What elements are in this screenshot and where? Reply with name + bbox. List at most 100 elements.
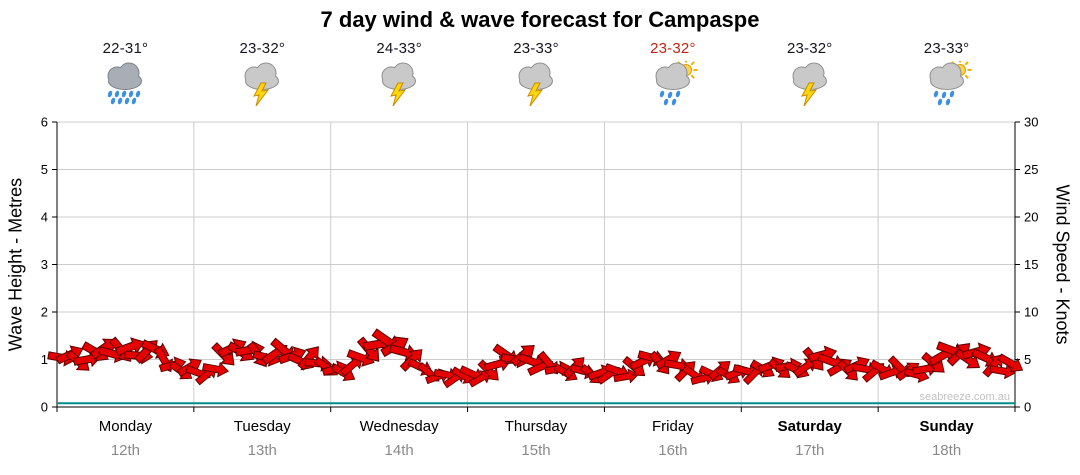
raindrop-icon (671, 98, 677, 106)
heavy-rain-icon (107, 62, 143, 105)
sun-shower-icon (655, 58, 698, 106)
right-tick-label: 10 (1024, 305, 1038, 320)
storm-icon (518, 62, 553, 107)
raindrop-icon (118, 97, 123, 105)
day-column-thursday: 23-33° (468, 40, 605, 122)
cloud-fill (382, 63, 416, 89)
left-tick-label: 2 (41, 305, 48, 320)
day-date-label: 16th (658, 442, 687, 459)
cloud-shape (383, 73, 416, 89)
weather-icon-slot (509, 61, 563, 112)
day-date-label: 13th (248, 442, 277, 459)
raindrop-icon (945, 98, 950, 106)
raindrop-icon (937, 98, 942, 106)
day-temp: 22-31° (102, 40, 149, 57)
day-column-saturday: 23-32° (741, 40, 878, 122)
day-date-label: 17th (795, 442, 824, 459)
cloud-fill (930, 63, 963, 89)
sun-shower-icon (929, 58, 972, 106)
wind-arrow (297, 346, 319, 371)
weather-icon-slot (783, 61, 837, 112)
raindrop-icon (115, 90, 120, 98)
raindrop-icon (675, 90, 681, 98)
cloud-fill (656, 63, 689, 89)
weather-icon-slot (372, 61, 426, 112)
raindrop-icon (659, 90, 665, 98)
left-tick-label: 0 (41, 400, 48, 415)
left-tick-label: 3 (41, 257, 48, 272)
right-tick-label: 5 (1024, 352, 1031, 367)
day-date-label: 15th (521, 442, 550, 459)
wind-arrow (114, 337, 145, 357)
day-column-friday: 23-32° (604, 40, 741, 122)
lightning-icon (390, 82, 407, 107)
left-tick-label: 5 (41, 162, 48, 177)
weather-icon-slot (646, 58, 700, 112)
day-temp: 23-33° (513, 40, 559, 57)
sun-ray (964, 74, 969, 79)
day-name-label: Sunday (919, 418, 974, 435)
cloud-fill (793, 63, 826, 89)
sun-ray (964, 61, 969, 66)
cloud-shape (656, 73, 689, 89)
day-header-row: 22-31° 23-32° 24-33° 23-33° 23-32° 23-32° 23-3… (57, 40, 1015, 122)
lightning-icon (253, 82, 270, 107)
day-name-label: Thursday (505, 418, 568, 435)
watermark: seabreeze.com.au (919, 391, 1011, 403)
day-date-label: 12th (111, 442, 140, 459)
cloud-fill (108, 63, 142, 89)
day-temp: 23-32° (650, 40, 696, 57)
cloud-shape (109, 73, 142, 89)
raindrop-icon (125, 97, 130, 105)
right-tick-label: 15 (1024, 257, 1038, 272)
cloud-shape (930, 73, 963, 89)
cloud-fill (245, 63, 279, 89)
day-column-wednesday: 24-33° (331, 40, 468, 122)
left-tick-label: 1 (41, 352, 48, 367)
raindrop-icon (129, 90, 134, 98)
cloud-shape (246, 73, 279, 89)
cloud-fill (519, 63, 552, 89)
right-tick-label: 20 (1024, 210, 1038, 225)
raindrop-icon (122, 90, 127, 98)
day-name-label: Monday (99, 418, 153, 435)
day-column-sunday: 23-33° (878, 40, 1015, 122)
raindrop-icon (933, 90, 938, 98)
raindrop-icon (663, 98, 669, 106)
wind-arrow (989, 363, 1016, 380)
day-name-label: Tuesday (234, 418, 291, 435)
left-tick-label: 6 (41, 115, 48, 130)
wind-arrows (47, 328, 1024, 389)
day-temp: 23-32° (786, 40, 833, 57)
raindrop-icon (136, 90, 141, 98)
day-column-monday: 22-31° (57, 40, 194, 122)
day-date-label: 14th (385, 442, 414, 459)
day-column-tuesday: 23-32° (194, 40, 331, 122)
weather-icon-slot (98, 61, 152, 112)
right-tick-label: 25 (1024, 162, 1038, 177)
lightning-icon (800, 82, 817, 107)
wind-arrow (339, 356, 364, 377)
wind-arrow (202, 361, 229, 378)
day-date-label: 18th (932, 442, 961, 459)
right-tick-label: 0 (1024, 400, 1031, 415)
sun-ray (690, 74, 695, 79)
day-name-label: Saturday (778, 418, 843, 435)
storm-icon (381, 62, 417, 107)
day-temp: 23-32° (239, 40, 286, 57)
right-tick-label: 30 (1024, 115, 1038, 130)
lightning-icon (527, 82, 544, 107)
wind-arrow (613, 368, 639, 384)
weather-icon-slot (920, 58, 974, 112)
cloud-shape (520, 73, 552, 89)
raindrop-icon (941, 91, 946, 99)
cloud-shape (793, 73, 826, 89)
raindrop-icon (949, 90, 954, 98)
sun-ray (690, 61, 695, 66)
day-name-label: Friday (652, 418, 694, 435)
forecast-title: 7 day wind & wave forecast for Campaspe (320, 7, 760, 32)
raindrop-icon (667, 91, 673, 99)
raindrop-icon (108, 90, 113, 98)
wind-arrow (997, 353, 1024, 373)
